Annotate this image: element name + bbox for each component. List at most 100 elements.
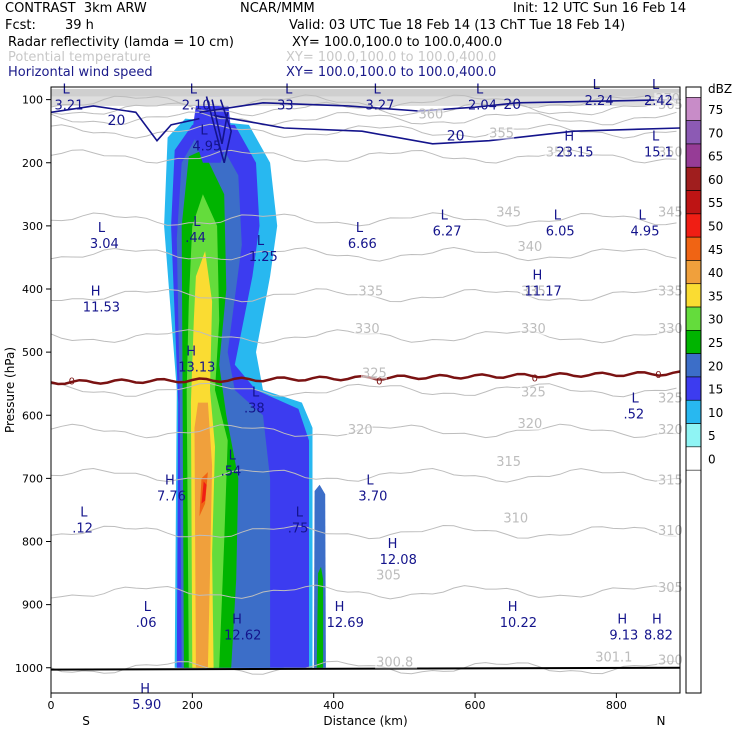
colorbar-swatch <box>685 446 702 471</box>
theta-label: 325 <box>658 392 683 407</box>
extremum-letter: L <box>285 82 293 97</box>
theta-label-bg <box>375 656 418 669</box>
theta-label: 345 <box>658 205 683 220</box>
y-tick-label: 100 <box>22 94 43 107</box>
valid-time: Valid: 03 UTC Tue 18 Feb 14 (13 ChT Tue … <box>289 18 626 33</box>
extremum-letter: H <box>564 130 574 145</box>
colorbar-swatch <box>685 97 702 121</box>
extremum-letter: L <box>257 234 265 249</box>
reflectivity-blob <box>316 566 324 668</box>
extremum-letter: L <box>356 221 364 236</box>
y-tick-label: 300 <box>22 220 43 233</box>
extremum-value: 15.1 <box>644 146 673 161</box>
zero-c-label: 0 <box>376 377 382 388</box>
extremum-letter: L <box>441 209 449 224</box>
theta-label: 335 <box>521 284 546 299</box>
y-axis-label: Pressure (hPa) <box>3 347 17 433</box>
theta-label: 315 <box>496 455 521 470</box>
extremum-value: 12.69 <box>327 616 364 631</box>
extremum-letter: L <box>144 600 152 615</box>
center-name: NCAR/MMM <box>240 1 315 16</box>
colorbar-tick-label: 0 <box>708 453 716 467</box>
theta-label: 330 <box>658 322 683 337</box>
theta-dense-band <box>51 88 680 97</box>
colorbar-swatch <box>685 306 702 331</box>
theta-label: 301.1 <box>595 650 632 665</box>
colorbar-swatch <box>685 120 702 145</box>
colorbar-tick-label: 10 <box>708 406 723 420</box>
extremum-letter: L <box>63 82 71 97</box>
extremum-letter: H <box>617 613 627 628</box>
ground-line <box>50 666 681 671</box>
extremum-letter: H <box>232 613 242 628</box>
extremum-letter: L <box>200 123 208 138</box>
extremum-letter: L <box>639 209 647 224</box>
x-tick-label: 400 <box>323 699 344 712</box>
y-tick-label: 1000 <box>15 662 43 675</box>
extremum-value: .54 <box>221 464 242 479</box>
zero-c-label: 0 <box>655 370 661 381</box>
extremum-value: 6.27 <box>433 225 462 240</box>
theta-label-bg <box>375 569 402 582</box>
theta-label: 340 <box>517 240 542 255</box>
contour-labels: 3703653603553503503453453403353353353303… <box>55 78 683 713</box>
extremum-letter: L <box>554 209 562 224</box>
zero-c-label: 0 <box>69 377 75 388</box>
plot-frame <box>50 86 681 694</box>
extremum-value: 3.27 <box>366 98 395 113</box>
theta-contour-line <box>50 467 677 483</box>
field-xy-reflectivity: XY= 100.0,100.0 to 100.0,400.0 <box>292 35 503 50</box>
field-xy-wind: XY= 100.0,100.0 to 100.0,400.0 <box>286 65 497 80</box>
theta-contour-line <box>50 94 677 109</box>
theta-contour-line <box>50 524 677 540</box>
theta-label-bg <box>657 99 683 112</box>
colorbar-swatch <box>685 330 702 354</box>
extremum-value: 12.08 <box>380 553 417 568</box>
extremum-value: 3.70 <box>358 490 387 505</box>
y-tick-label: 200 <box>22 157 43 170</box>
theta-label-bg <box>353 323 380 336</box>
y-tick-label: 400 <box>22 283 43 296</box>
extremum-letter: H <box>533 269 543 284</box>
colorbar-swatch <box>685 353 702 378</box>
theta-label-bg <box>519 386 546 399</box>
colorbar-tick-label: 20 <box>708 359 723 373</box>
extremum-letter: L <box>98 221 106 236</box>
theta-label: 350 <box>546 145 571 160</box>
theta-contours <box>50 94 681 675</box>
x-tick-label: 0 <box>48 699 55 712</box>
theta-label-bg <box>657 146 683 159</box>
fcst-label: Fcst: <box>5 18 36 33</box>
theta-label: 325 <box>362 366 387 381</box>
extremum-letter: L <box>252 385 260 400</box>
colorbar-swatch <box>685 260 702 285</box>
theta-label-bg <box>516 241 543 254</box>
theta-contour-line <box>50 246 677 262</box>
wind-contour-line <box>211 99 229 144</box>
extremum-letter: L <box>229 448 237 463</box>
fcst-value: 39 h <box>65 18 94 33</box>
theta-label-bg <box>657 474 683 487</box>
extremum-value: .12 <box>72 521 93 536</box>
theta-label-bg <box>519 323 546 336</box>
colorbar-tick-label: 70 <box>708 126 723 140</box>
colorbar-swatch <box>685 399 702 424</box>
theta-contour-line <box>50 212 677 227</box>
extremum-letter: L <box>296 505 304 520</box>
theta-label: 325 <box>521 385 546 400</box>
colorbar-tick-label: 65 <box>708 150 723 164</box>
theta-label: 330 <box>355 322 380 337</box>
colorbar-swatch <box>685 190 702 215</box>
theta-label-bg <box>488 127 515 140</box>
theta-label-bg <box>502 512 529 525</box>
colorbar-tick-label: 45 <box>708 243 723 257</box>
x-axis-label: Distance (km) <box>323 714 407 728</box>
theta-contour-line <box>50 101 677 117</box>
theta-label-bg <box>657 654 683 667</box>
x-tick-label: 200 <box>182 699 203 712</box>
extremum-letter: H <box>335 600 345 615</box>
colorbar-tick-label: 75 <box>708 103 723 117</box>
x-tick-label: 600 <box>465 699 486 712</box>
extremum-letter: L <box>631 392 639 407</box>
